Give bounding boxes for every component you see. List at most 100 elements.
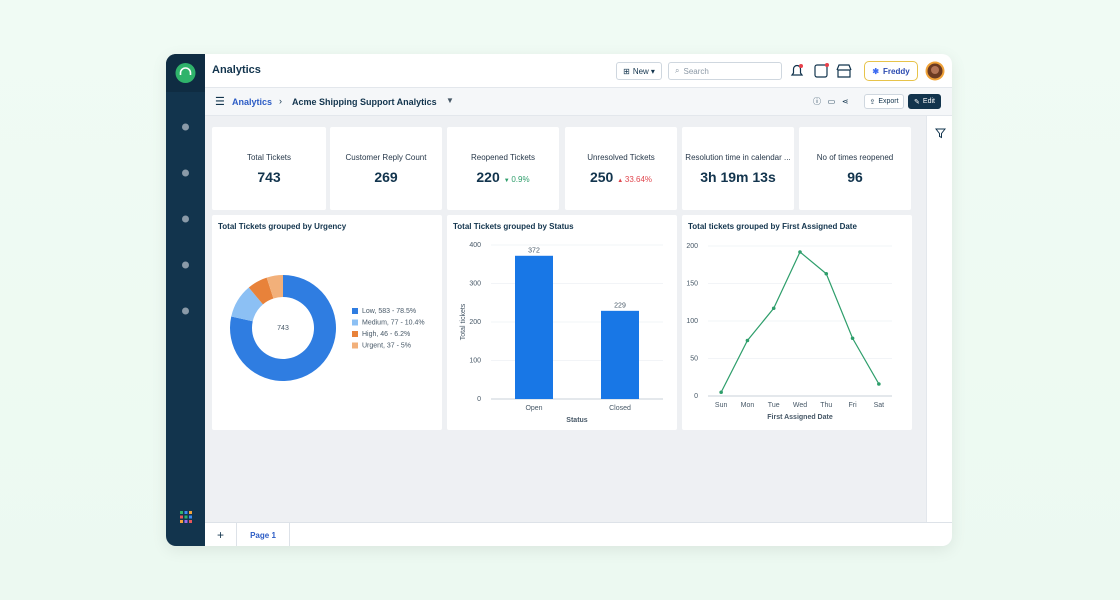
nav-icon[interactable]: [182, 215, 189, 223]
chart-card: Total Tickets grouped by Status 0 100 200 30…: [447, 215, 677, 430]
legend-swatch: [352, 331, 358, 337]
badge: [825, 63, 829, 67]
notification-icon[interactable]: [790, 64, 804, 76]
kpi-value: 3h 19m 13s: [682, 169, 794, 185]
apps-grid[interactable]: [180, 511, 192, 523]
new-button[interactable]: ⊞ New ▾: [616, 62, 662, 80]
breadcrumb-current: Acme Shipping Support Analytics: [292, 97, 437, 107]
search-box[interactable]: ⌕ Search: [668, 62, 782, 80]
point: [745, 338, 750, 343]
kpi-card: No of times reopened 96: [799, 127, 911, 210]
nav-icon[interactable]: [182, 261, 189, 269]
store-icon[interactable]: [836, 64, 852, 78]
search-placeholder: Search: [683, 66, 709, 76]
point: [719, 390, 723, 395]
chart: 0 50 100 150 200 Sun Mon Tue Wed Thu Fri Sat First A…: [682, 243, 892, 421]
x-tick-label: Mon: [741, 402, 755, 409]
kpi-value: 269: [330, 169, 442, 185]
y-tick-label: 200: [469, 319, 481, 326]
breadcrumb-separator: ›: [279, 96, 282, 106]
bar-value-label: 372: [528, 248, 540, 255]
chart: 0 100 200 300 400 Open Closed Status Total ticke…: [460, 242, 663, 424]
freddy-button[interactable]: ✱ Freddy: [864, 61, 918, 81]
kpi-label: No of times reopened: [816, 153, 894, 162]
export-button[interactable]: ⇪ Export: [864, 94, 904, 109]
kpi-label: Reopened Tickets: [470, 153, 536, 162]
kpi-value: 96: [799, 169, 911, 185]
kpi-card: Customer Reply Count 269: [330, 127, 442, 210]
donut-center-label: 743: [277, 325, 289, 332]
nav-icon[interactable]: [182, 169, 189, 177]
y-tick-label: 0: [694, 393, 698, 400]
page-title: Analytics: [212, 64, 261, 76]
toolbar-icons[interactable]: ⓘ ▭ ⋖: [813, 97, 849, 106]
nav-icon[interactable]: [182, 307, 189, 315]
bar-value-label: 229: [614, 303, 626, 310]
donut-slice: [230, 275, 336, 381]
y-tick-label: 100: [686, 318, 698, 325]
kpi-change: ▼ 0.9%: [504, 175, 530, 184]
badge: [799, 64, 803, 68]
chart: 743 Low, 583 - 78.5% Medium, 77 - 10.4% Hig…: [230, 275, 425, 381]
nav-icon[interactable]: [182, 123, 189, 131]
add-page-button[interactable]: +: [205, 523, 237, 546]
x-tick-label: Open: [525, 405, 542, 412]
app-window: Analytics ⊞ New ▾ ⌕ Search ✱ Freddy ☰ Analyt…: [166, 54, 952, 546]
y-tick-label: 300: [469, 280, 481, 287]
point: [771, 306, 776, 311]
logo[interactable]: [175, 63, 196, 83]
kpi-value: 250 ▲ 33.64%: [565, 169, 677, 185]
bar: [601, 310, 639, 399]
filter-icon[interactable]: [935, 128, 946, 139]
change-text: 0.9%: [511, 175, 530, 184]
y-tick-label: 50: [690, 355, 698, 362]
chart-title: Total tickets grouped by First Assigned …: [688, 222, 857, 231]
y-tick-label: 150: [686, 280, 698, 287]
x-axis-label: Status: [566, 417, 588, 424]
y-tick-label: 400: [469, 242, 481, 249]
dropdown-caret[interactable]: ▼: [446, 96, 454, 105]
line: [720, 251, 880, 393]
breadcrumb-root[interactable]: Analytics: [232, 97, 273, 107]
kpi-change: ▲ 33.64%: [617, 175, 652, 184]
page-tab[interactable]: Page 1: [237, 523, 290, 546]
x-tick-label: Fri: [848, 402, 857, 409]
y-tick-label: 200: [686, 243, 698, 250]
legend-swatch: [352, 308, 358, 314]
kpi-value: 743: [212, 169, 326, 185]
y-axis-label: Total tickets: [682, 302, 684, 339]
y-tick-label: 100: [469, 357, 481, 364]
kpi-card: Total Tickets 743: [212, 127, 326, 210]
change-text: 33.64%: [624, 175, 653, 184]
legend-label: Low, 583 - 78.5%: [362, 308, 416, 315]
x-tick-label: Tue: [768, 402, 780, 409]
logo-icon: [179, 67, 192, 75]
sidebar-icons: [166, 54, 205, 523]
legend-label: Medium, 77 - 10.4%: [362, 319, 425, 326]
x-tick-label: Sun: [715, 402, 728, 409]
kpi-value: 220 ▼ 0.9%: [447, 169, 559, 185]
bar: [515, 255, 553, 399]
filter-panel: [926, 116, 952, 522]
kpi-number: 250: [589, 169, 614, 185]
kpi-label: Customer Reply Count: [345, 153, 427, 162]
new-label: New: [632, 66, 649, 76]
kpi-number: 3h 19m 13s: [700, 169, 776, 185]
point: [824, 271, 829, 276]
avatar[interactable]: [925, 61, 945, 81]
donut-slice: [266, 275, 283, 299]
breadcrumb-bar: ☰ Analytics › Acme Shipping Support Anal…: [205, 88, 952, 116]
legend-label: High, 46 - 6.2%: [362, 331, 410, 338]
kpi-number: 96: [847, 169, 863, 185]
export-label: Export: [878, 98, 899, 105]
kpi-number: 743: [257, 169, 281, 185]
edit-button[interactable]: ✎ Edit: [908, 94, 941, 109]
menu-icon[interactable]: ☰: [215, 96, 225, 108]
chart-title: Total Tickets grouped by Status: [453, 222, 574, 231]
x-tick-label: Closed: [609, 405, 631, 412]
sidebar: [166, 54, 205, 546]
help-icon[interactable]: [814, 64, 828, 78]
x-tick-label: Thu: [820, 402, 832, 409]
x-tick-label: Wed: [793, 402, 807, 409]
